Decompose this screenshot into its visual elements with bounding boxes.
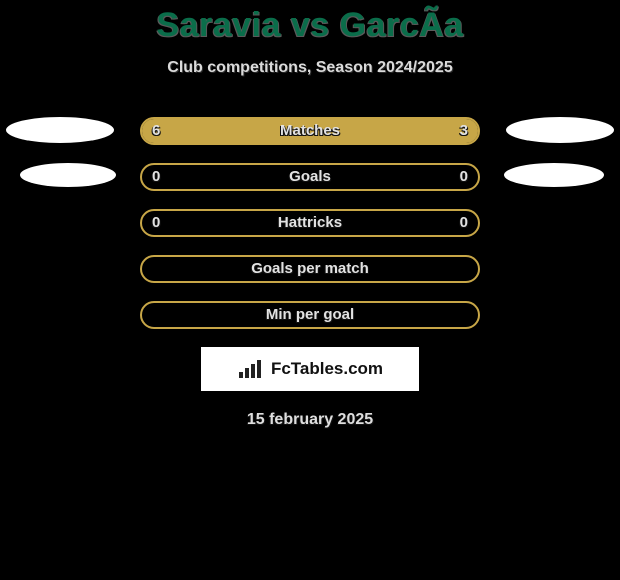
brand-box: FcTables.com xyxy=(201,347,419,391)
stat-value-right: 0 xyxy=(460,165,468,191)
bar-track: Min per goal xyxy=(140,301,480,329)
bar-left-fill xyxy=(142,119,366,143)
bar-track: 0 0 Goals xyxy=(140,163,480,191)
bars-icon xyxy=(237,358,265,380)
stat-label: Hattricks xyxy=(142,211,478,237)
bar-track: Goals per match xyxy=(140,255,480,283)
bar-track: 0 0 Hattricks xyxy=(140,209,480,237)
page-title: Saravia vs GarcÃ­a xyxy=(0,0,620,45)
page-subtitle: Club competitions, Season 2024/2025 xyxy=(0,59,620,77)
stat-row: Min per goal xyxy=(0,301,620,329)
footer-date: 15 february 2025 xyxy=(0,411,620,429)
stat-row: 0 0 Goals xyxy=(0,163,620,191)
stat-value-left: 0 xyxy=(152,165,160,191)
stat-row: 0 0 Hattricks xyxy=(0,209,620,237)
stat-row: 6 3 Matches xyxy=(0,117,620,145)
brand-text: FcTables.com xyxy=(271,359,383,379)
bar-right-fill xyxy=(366,119,478,143)
stat-label: Goals xyxy=(142,165,478,191)
bar-track: 6 3 Matches xyxy=(140,117,480,145)
stat-value-right: 0 xyxy=(460,211,468,237)
stat-value-left: 0 xyxy=(152,211,160,237)
stat-row: Goals per match xyxy=(0,255,620,283)
stats-block: 6 3 Matches 0 0 Goals 0 0 Hattricks xyxy=(0,117,620,329)
stat-label: Min per goal xyxy=(142,303,478,329)
stat-label: Goals per match xyxy=(142,257,478,283)
comparison-card: Saravia vs GarcÃ­a Club competitions, Se… xyxy=(0,0,620,580)
